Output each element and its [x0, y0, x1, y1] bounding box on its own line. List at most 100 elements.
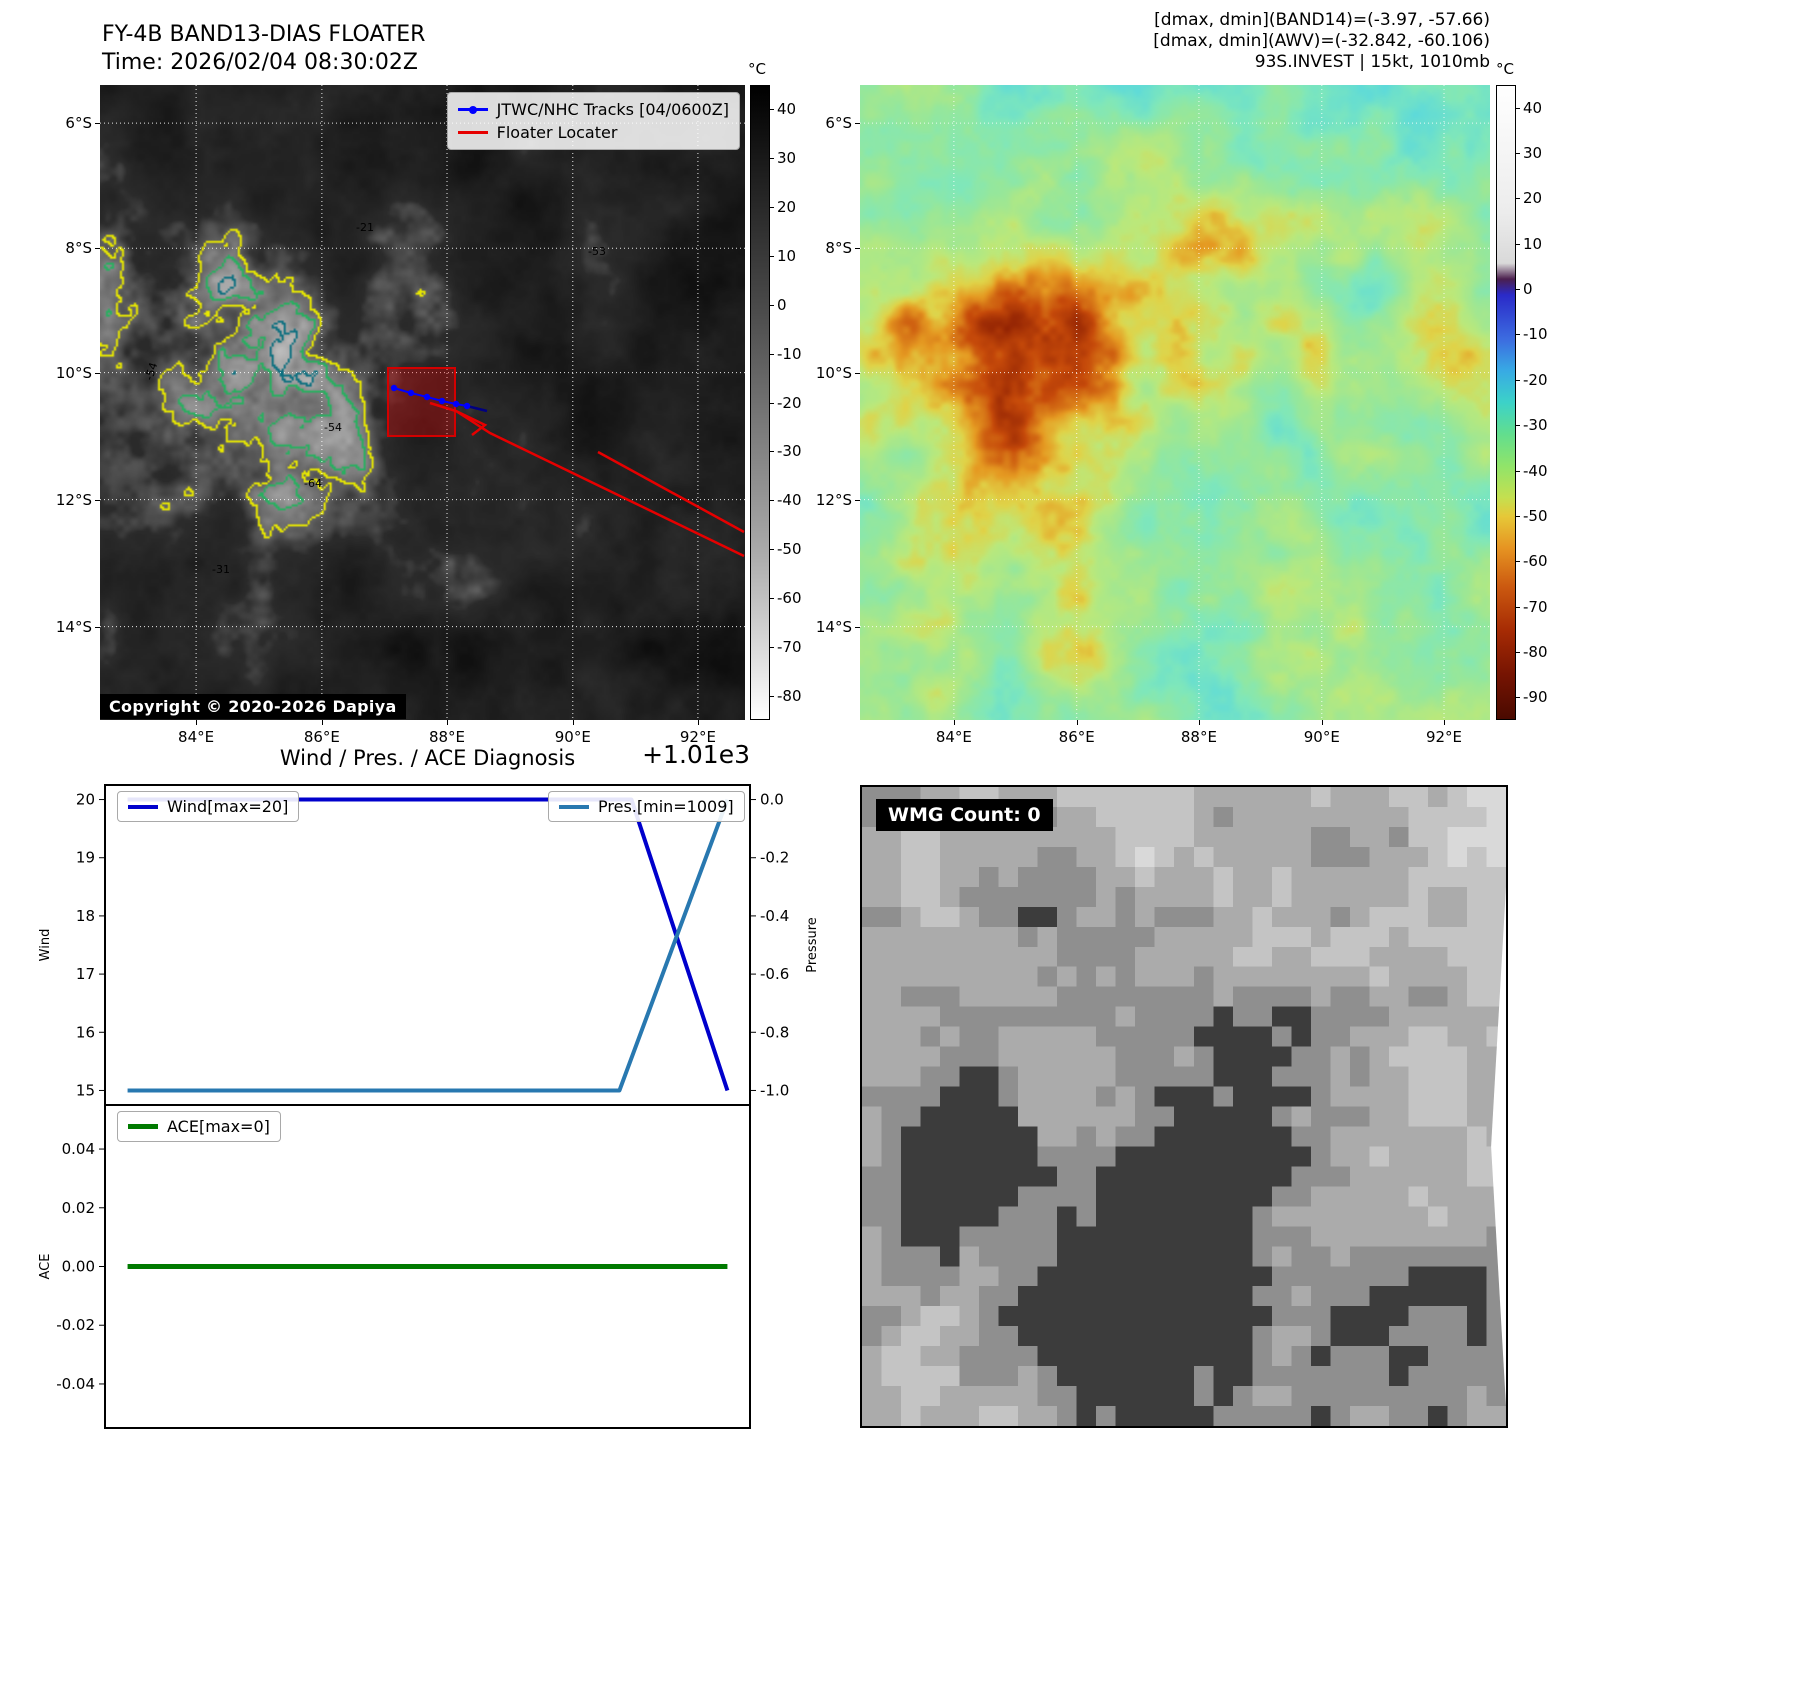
left-axis-label: ACE [38, 1254, 53, 1280]
left-tick-label: 0.02 [62, 1199, 95, 1217]
wind-legend: Wind[max=20] [117, 791, 300, 822]
colorbar-tick-label: -10 [777, 344, 802, 363]
colorbar-tick-label: -70 [1523, 597, 1548, 616]
track-line-icon [457, 105, 488, 114]
awv-overlay [860, 85, 1490, 720]
awv-enhanced-map [860, 85, 1490, 720]
colorbar-tick-mark [1516, 515, 1520, 517]
left-tick-label: 16 [76, 1023, 95, 1041]
dmax-dmin-band14: [dmax, dmin](BAND14)=(-3.97, -57.66) [1154, 10, 1490, 30]
x-tick-label: 86°E [1058, 728, 1095, 746]
x-tick-mark [321, 720, 323, 725]
band13-ir-image [100, 85, 745, 720]
colorbar-tick-label: -30 [777, 442, 802, 461]
colorbar-tick-label: 0 [777, 295, 787, 314]
chart-svg: 20 19 18 17 16 15 Wind 0.0 -0.2 -0.4 -0.6 -0.8 -1.0 P… [38, 784, 820, 1106]
left-tick-label: 20 [76, 791, 95, 809]
y-tick-label: 14°S [815, 617, 852, 636]
chart-svg: 0.04 0.02 0.00 -0.02 -0.04 ACE [38, 1104, 751, 1429]
colorbar-tick-mark [1516, 606, 1520, 608]
right-tick-label: -0.2 [760, 849, 789, 867]
jtwc-track-point [407, 389, 415, 397]
colorbar-tick-mark [770, 353, 774, 355]
colorbar-tick-mark [1516, 470, 1520, 472]
y-tick-mark [855, 123, 860, 125]
x-tick-mark [196, 720, 198, 725]
x-tick-mark [697, 720, 699, 725]
colorbar-tick-label: -60 [1523, 552, 1548, 571]
colorbar-tick-mark [1516, 379, 1520, 381]
x-tick-label: 90°E [1303, 728, 1340, 746]
left-tick-label: 0.04 [62, 1140, 95, 1158]
colorbar-tick-mark [770, 549, 774, 551]
right-tick-label: -0.6 [760, 965, 789, 983]
awv-colorbar-unit: °C [1496, 60, 1514, 78]
pressure-legend-label: Pres.[min=1009] [598, 797, 734, 816]
colorbar-tick-mark [1516, 289, 1520, 291]
y-tick-mark [95, 372, 100, 374]
floater-legend-label: Floater Locater [496, 123, 618, 142]
colorbar-tick-mark [1516, 425, 1520, 427]
x-tick-label: 90°E [554, 728, 591, 746]
jtwc-track-line [466, 404, 488, 413]
y-tick-label: 12°S [815, 490, 852, 509]
colorbar-tick-label: -20 [1523, 370, 1548, 389]
x-tick-mark [572, 720, 574, 725]
colorbar-tick-mark [1516, 334, 1520, 336]
jtwc-track-point [423, 393, 431, 401]
left-tick-label: 15 [76, 1081, 95, 1099]
colorbar-tick-mark [1516, 107, 1520, 109]
y-tick-mark [855, 372, 860, 374]
x-tick-mark [1076, 720, 1078, 725]
colorbar-tick-mark [770, 304, 774, 306]
panel1-subtitle: Time: 2026/02/04 08:30:02Z [102, 50, 418, 75]
colorbar-tick-label: -50 [1523, 506, 1548, 525]
x-tick-label: 86°E [303, 728, 340, 746]
panel1-title: FY-4B BAND13-DIAS FLOATER [102, 22, 426, 47]
x-tick-mark [1444, 720, 1445, 725]
colorbar-tick-label: -30 [1523, 416, 1548, 435]
y-tick-label: 8°S [825, 239, 852, 258]
legend-row-track: JTWC/NHC Tracks [04/0600Z] [457, 98, 729, 121]
left-tick-label: 18 [76, 907, 95, 925]
image-edge-wedge [1491, 886, 1506, 1407]
track-dot-icon [468, 105, 477, 114]
panel2-annotations: [dmax, dmin](BAND14)=(-3.97, -57.66) [dm… [900, 10, 1490, 73]
colorbar-tick-mark [770, 646, 774, 648]
colorbar-tick-label: 30 [777, 149, 797, 168]
colorbar-tick-label: 10 [1523, 234, 1543, 253]
x-tick-label: 92°E [679, 728, 716, 746]
colorbar-tick-mark [1516, 697, 1520, 699]
colorbar-tick-label: -70 [777, 637, 802, 656]
colorbar-tick-mark [770, 597, 774, 599]
contour-label: -21 [356, 221, 374, 234]
x-tick-mark [447, 720, 448, 725]
x-tick-label: 92°E [1425, 728, 1463, 746]
wind-line-icon [128, 804, 158, 809]
y-tick-mark [855, 248, 860, 250]
y-tick-label: 10°S [815, 363, 852, 382]
y-tick-mark [95, 626, 100, 628]
legend-row-floater: Floater Locater [457, 121, 729, 144]
floater-locater-line [597, 450, 745, 534]
wmg-overlay [1491, 886, 1506, 1407]
x-tick-mark [1321, 720, 1323, 725]
wmg-microwave-panel: WMG Count: 0 [860, 785, 1508, 1428]
awv-colorbar [1496, 85, 1516, 720]
colorbar-tick-label: 20 [1523, 189, 1543, 208]
floater-locater-line [429, 401, 745, 558]
jtwc-track-point [390, 384, 398, 392]
colorbar-tick-label: 0 [1523, 280, 1533, 299]
colorbar-tick-mark [770, 158, 774, 160]
band13-colorbar-unit: °C [748, 60, 766, 78]
contour-label: -54 [324, 421, 342, 434]
colorbar-tick-mark [1516, 198, 1520, 200]
band13-overlay: -54 -54 -64 -31 -21 -53 [100, 85, 745, 720]
left-tick-label: -0.02 [56, 1316, 95, 1334]
colorbar-tick-label: 30 [1523, 144, 1543, 163]
y-tick-mark [95, 248, 100, 250]
left-tick-label: 19 [76, 849, 95, 867]
left-tick-label: 17 [76, 965, 95, 983]
ace-legend-label: ACE[max=0] [167, 1117, 270, 1136]
